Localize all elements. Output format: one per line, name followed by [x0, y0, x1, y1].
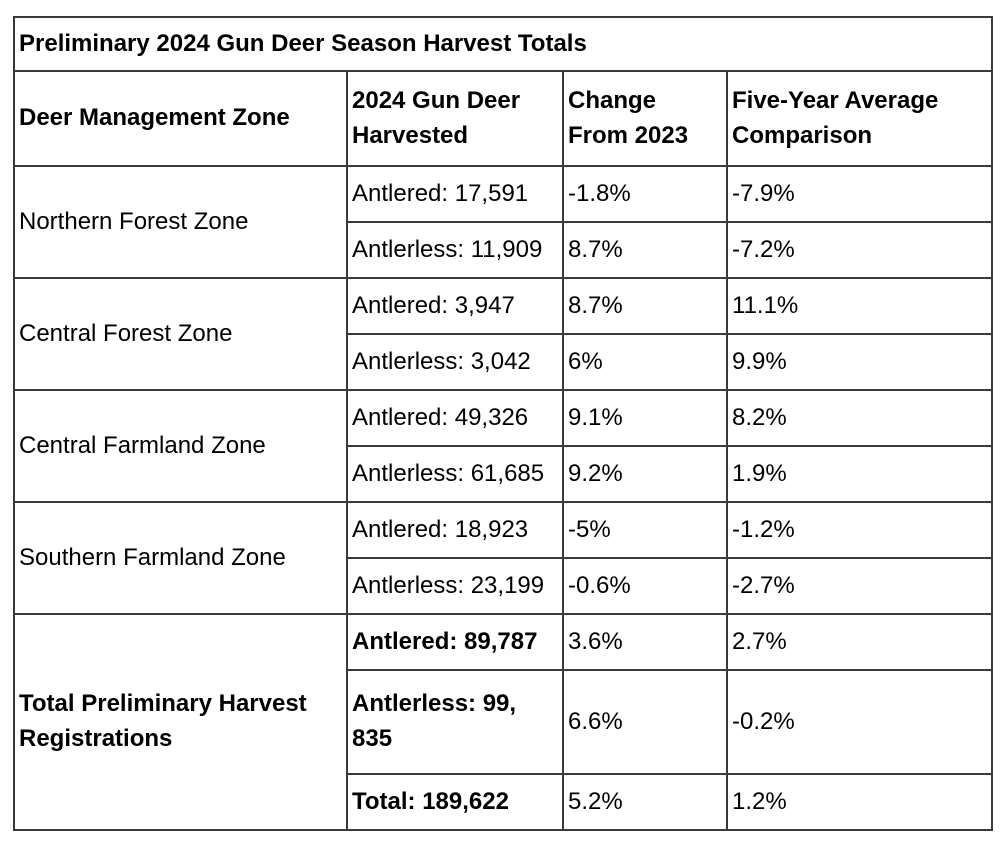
col-header-2024-gun-deer-harvested: 2024 Gun Deer Harvested — [346, 70, 564, 167]
table-row: Central Forest Zone Antlered: 3,947 8.7% 11… — [13, 277, 993, 391]
zone-cell: Northern Forest Zone — [13, 165, 348, 279]
table-row: Antlerless: 23,199 -0.6% -2.7% — [14, 557, 993, 615]
five-year-cell: 9.9% — [726, 333, 993, 391]
table-row: Northern Forest Zone Antlered: 17,591 -1.8… — [13, 165, 993, 279]
table-row: Antlerless: 3,042 6% 9.9% — [14, 333, 993, 391]
harvested-cell: Antlerless: 99, 835 — [346, 669, 564, 775]
table-body: Northern Forest Zone Antlered: 17,591 -1.8… — [13, 165, 993, 831]
change-cell: -5% — [562, 501, 728, 559]
zone-cell: Southern Farmland Zone — [13, 501, 348, 615]
table-row: Central Farmland Zone Antlered: 49,326 9.1… — [13, 389, 993, 503]
five-year-cell: 8.2% — [726, 389, 993, 447]
change-cell: 3.6% — [562, 613, 728, 671]
harvested-cell: Antlered: 17,591 — [346, 165, 564, 223]
harvested-cell: Antlerless: 11,909 — [346, 221, 564, 279]
change-cell: 8.7% — [562, 221, 728, 279]
five-year-cell: 1.9% — [726, 445, 993, 503]
harvest-table-container: Preliminary 2024 Gun Deer Season Harvest… — [13, 16, 993, 831]
change-cell: 6.6% — [562, 669, 728, 775]
change-cell: 8.7% — [562, 277, 728, 335]
five-year-cell: -0.2% — [726, 669, 993, 775]
table-title: Preliminary 2024 Gun Deer Season Harvest… — [13, 16, 993, 72]
harvested-cell: Antlerless: 61,685 — [346, 445, 564, 503]
five-year-cell: -1.2% — [726, 501, 993, 559]
harvested-cell: Antlered: 49,326 — [346, 389, 564, 447]
change-cell: 9.1% — [562, 389, 728, 447]
change-cell: -1.8% — [562, 165, 728, 223]
change-cell: 6% — [562, 333, 728, 391]
zone-cell: Central Farmland Zone — [13, 389, 348, 503]
table-row: Antlerless: 11,909 8.7% -7.2% — [14, 221, 993, 279]
total-zone-cell: Total Preliminary Harvest Registrations — [13, 613, 348, 831]
five-year-cell: -7.2% — [726, 221, 993, 279]
change-cell: -0.6% — [562, 557, 728, 615]
table-row: Total Preliminary Harvest Registrations A… — [13, 613, 993, 831]
harvested-cell: Antlered: 89,787 — [346, 613, 564, 671]
header-row: Deer Management Zone 2024 Gun Deer Harve… — [13, 70, 993, 167]
five-year-cell: -2.7% — [726, 557, 993, 615]
zone-cell: Central Forest Zone — [13, 277, 348, 391]
five-year-cell: 11.1% — [726, 277, 993, 335]
col-header-change-from-2023: Change From 2023 — [562, 70, 728, 167]
col-header-deer-management-zone: Deer Management Zone — [13, 70, 348, 167]
table-row: Total: 189,622 5.2% 1.2% — [14, 773, 993, 831]
harvested-cell: Total: 189,622 — [346, 773, 564, 831]
change-cell: 9.2% — [562, 445, 728, 503]
table-row: Antlerless: 61,685 9.2% 1.9% — [14, 445, 993, 503]
harvested-cell: Antlered: 3,947 — [346, 277, 564, 335]
col-header-five-year-average-comparison: Five-Year Average Comparison — [726, 70, 993, 167]
table-row: Antlerless: 99, 835 6.6% -0.2% — [14, 669, 993, 775]
title-row: Preliminary 2024 Gun Deer Season Harvest… — [13, 16, 993, 72]
five-year-cell: -7.9% — [726, 165, 993, 223]
change-cell: 5.2% — [562, 773, 728, 831]
harvested-cell: Antlerless: 23,199 — [346, 557, 564, 615]
harvest-table: Preliminary 2024 Gun Deer Season Harvest… — [13, 16, 993, 831]
table-row: Southern Farmland Zone Antlered: 18,923 -5… — [13, 501, 993, 615]
harvested-cell: Antlerless: 3,042 — [346, 333, 564, 391]
five-year-cell: 2.7% — [726, 613, 993, 671]
five-year-cell: 1.2% — [726, 773, 993, 831]
harvested-cell: Antlered: 18,923 — [346, 501, 564, 559]
